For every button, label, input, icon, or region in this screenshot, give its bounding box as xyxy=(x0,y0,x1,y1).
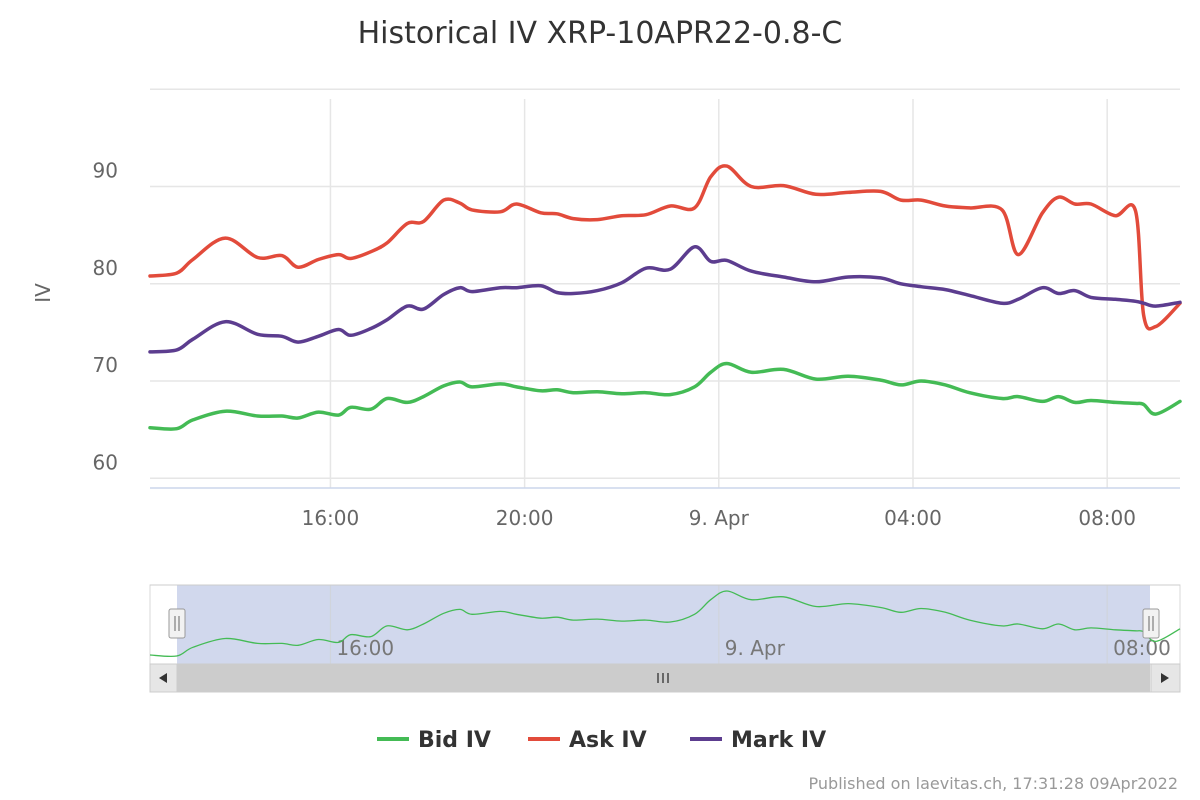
series-line-bid-iv[interactable] xyxy=(148,361,1182,431)
x-tick-label: 20:00 xyxy=(496,506,554,530)
navigator[interactable]: 16:00 9. Apr 08:00 xyxy=(149,584,1181,665)
legend-label: Ask IV xyxy=(569,728,647,753)
y-tick-label: 90 xyxy=(93,159,118,183)
scrollbar[interactable] xyxy=(149,663,1181,693)
series-line-ask-iv[interactable] xyxy=(148,164,1182,331)
triangle-left-icon xyxy=(159,673,167,683)
chart-title: Historical IV XRP-10APR22-0.8-C xyxy=(358,16,843,51)
x-tick-label: 08:00 xyxy=(1078,506,1136,530)
navigator-tick-label: 16:00 xyxy=(336,636,394,660)
credit-text[interactable]: Published on laevitas.ch, 17:31:28 09Apr… xyxy=(809,774,1178,793)
legend-label: Mark IV xyxy=(731,728,826,753)
navigator-right-handle[interactable] xyxy=(1142,608,1160,639)
navigator-left-handle[interactable] xyxy=(168,608,186,639)
grip-lines-icon xyxy=(1148,616,1154,631)
x-tick-label: 9. Apr xyxy=(689,506,750,530)
navigator-background xyxy=(149,584,1181,665)
series-lines xyxy=(148,164,1182,431)
grid xyxy=(150,88,1180,488)
legend: Bid IV Ask IV Mark IV xyxy=(377,728,826,753)
triangle-right-icon xyxy=(1161,673,1169,683)
legend-item-bid-iv[interactable]: Bid IV xyxy=(377,728,491,753)
navigator-grid xyxy=(329,585,1108,664)
scroll-left-button[interactable] xyxy=(149,663,178,693)
grip-lines-icon xyxy=(657,673,669,683)
grip-lines-icon xyxy=(174,616,180,631)
y-tick-label: 70 xyxy=(93,353,118,377)
navigator-series-line xyxy=(149,590,1181,658)
x-axis-ticks: 16:00 20:00 9. Apr 04:00 08:00 xyxy=(302,506,1136,530)
y-tick-label: 80 xyxy=(93,256,118,280)
y-tick-label: 60 xyxy=(93,450,118,474)
y-axis-ticks: 60 70 80 90 xyxy=(93,159,118,475)
navigator-tick-label: 9. Apr xyxy=(725,636,786,660)
y-axis-title: IV xyxy=(31,283,55,303)
plot-area xyxy=(148,88,1182,489)
scroll-right-button[interactable] xyxy=(1150,663,1181,693)
legend-item-mark-iv[interactable]: Mark IV xyxy=(690,728,826,753)
legend-label: Bid IV xyxy=(418,728,491,753)
navigator-selection[interactable] xyxy=(177,585,1150,664)
legend-item-ask-iv[interactable]: Ask IV xyxy=(528,728,647,753)
x-tick-label: 04:00 xyxy=(884,506,942,530)
x-tick-label: 16:00 xyxy=(302,506,360,530)
series-line-mark-iv[interactable] xyxy=(148,245,1182,354)
